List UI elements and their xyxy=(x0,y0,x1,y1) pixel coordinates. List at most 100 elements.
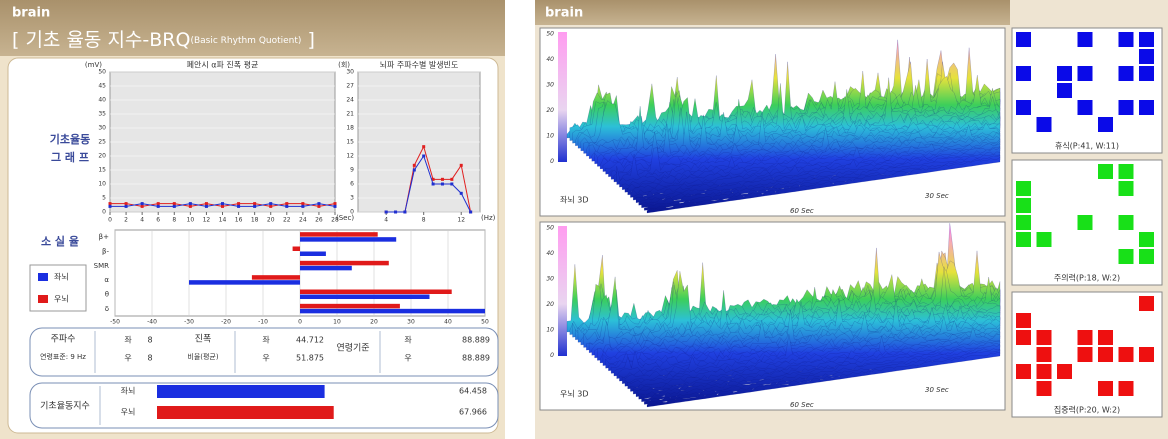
depth-label: 60 Sec xyxy=(790,401,814,409)
point xyxy=(108,202,112,206)
cell-side: 좌 xyxy=(404,336,412,345)
graph-label: 기초율동 xyxy=(50,132,90,146)
cell-side: 우 xyxy=(404,354,411,363)
loss-label: 소 실 율 xyxy=(41,234,79,248)
point xyxy=(394,210,398,214)
bar xyxy=(300,294,430,299)
y-tick-label: 24 xyxy=(346,97,354,104)
cell-value: 44.712 xyxy=(296,336,324,345)
x-tick-label: 24 xyxy=(299,217,307,224)
pattern-cell xyxy=(1077,347,1093,362)
axis-strip xyxy=(558,32,567,162)
pattern-cell xyxy=(1036,347,1052,362)
pattern-cell xyxy=(1118,215,1134,230)
pattern-cell xyxy=(1036,232,1052,247)
point xyxy=(431,177,435,181)
pattern-cell xyxy=(1139,232,1154,247)
cell-value: 88.889 xyxy=(462,354,490,363)
index-row-label: 우뇌 xyxy=(121,408,136,417)
index-row-label: 좌뇌 xyxy=(121,387,136,396)
x-tick-label: 4 xyxy=(140,217,144,224)
brand: brain xyxy=(545,6,583,21)
pattern-cell xyxy=(1118,66,1134,81)
legend-label: 좌뇌 xyxy=(54,273,69,282)
bar xyxy=(300,237,397,242)
pattern-cell xyxy=(1016,330,1031,345)
pattern-cell xyxy=(1139,249,1154,264)
pattern-cell xyxy=(1057,83,1072,98)
cell-side: 좌 xyxy=(124,336,132,345)
x-tick-label: 26 xyxy=(315,217,323,224)
cell-sub: 연령표준: 9 Hz xyxy=(40,353,86,361)
bar xyxy=(300,308,485,314)
bar xyxy=(300,289,452,294)
pattern-cell xyxy=(1016,100,1031,115)
y-tick-label: 30 xyxy=(346,69,354,76)
index-value: 64.458 xyxy=(459,387,487,396)
category-label: β- xyxy=(102,248,109,256)
right-header xyxy=(535,0,1010,25)
x-tick-label: 6 xyxy=(156,217,160,224)
x-tick-label: -30 xyxy=(184,319,194,326)
pattern-label: 주의력(P:18, W:2) xyxy=(1054,273,1120,283)
axis-tick: 40 xyxy=(546,250,554,257)
category-label: δ xyxy=(105,305,109,313)
x-tick-label: 40 xyxy=(444,319,452,326)
bar xyxy=(292,246,300,251)
axis-tick: 30 xyxy=(546,82,554,89)
pattern-cell xyxy=(1036,381,1052,396)
point xyxy=(333,202,337,206)
y-tick-label: 0 xyxy=(102,209,106,216)
pattern-cell xyxy=(1036,364,1052,379)
point xyxy=(431,182,435,186)
y-tick-label: 6 xyxy=(350,181,354,188)
brand: brain xyxy=(12,6,50,21)
view-label: 우뇌 3D xyxy=(560,390,589,399)
surface-row xyxy=(646,351,1001,408)
axis-tick: 0 xyxy=(550,352,554,359)
pattern-cell xyxy=(1139,49,1154,64)
point xyxy=(412,168,416,172)
axis-tick: 0 xyxy=(550,158,554,165)
y-tick-label: 0 xyxy=(350,209,354,216)
point xyxy=(412,163,416,167)
x-tick-label: 0 xyxy=(298,319,302,326)
y-tick-label: 27 xyxy=(346,83,354,90)
y-tick-label: 40 xyxy=(98,97,106,104)
pattern-cell xyxy=(1077,32,1093,47)
pattern-cell xyxy=(1118,249,1134,264)
point xyxy=(269,204,273,208)
y-unit: (회) xyxy=(338,61,350,69)
y-tick-label: 50 xyxy=(98,69,106,76)
legend xyxy=(29,264,87,312)
pattern-cell xyxy=(1139,66,1154,81)
x-tick-label: 20 xyxy=(370,319,378,326)
pattern-cell xyxy=(1016,32,1031,47)
pattern-cell xyxy=(1098,330,1113,345)
axis-tick: 50 xyxy=(546,225,554,232)
line xyxy=(386,154,472,213)
point xyxy=(317,202,321,206)
cell-sub: 비율(평균) xyxy=(187,352,218,361)
chart-title: 폐안시 α파 진폭 평균 xyxy=(187,60,259,70)
legend-swatch xyxy=(38,295,48,303)
point xyxy=(450,182,454,186)
point xyxy=(221,204,224,208)
pattern-cell xyxy=(1016,313,1031,328)
x-tick-label: 18 xyxy=(251,217,259,224)
cell-label: 연령기준 xyxy=(336,342,369,354)
y-tick-label: 35 xyxy=(98,111,106,118)
point xyxy=(124,204,128,208)
point xyxy=(172,202,176,206)
pattern-box xyxy=(1011,27,1163,154)
y-tick-label: 21 xyxy=(346,111,354,118)
x-tick-label: 2 xyxy=(124,217,128,224)
point xyxy=(469,210,473,214)
axis-tick: 20 xyxy=(546,107,554,114)
point xyxy=(422,154,426,158)
axis-tick: 40 xyxy=(546,56,554,63)
pattern-cell xyxy=(1098,117,1113,132)
y-tick-label: 10 xyxy=(98,181,106,188)
axis-strip xyxy=(558,226,567,356)
